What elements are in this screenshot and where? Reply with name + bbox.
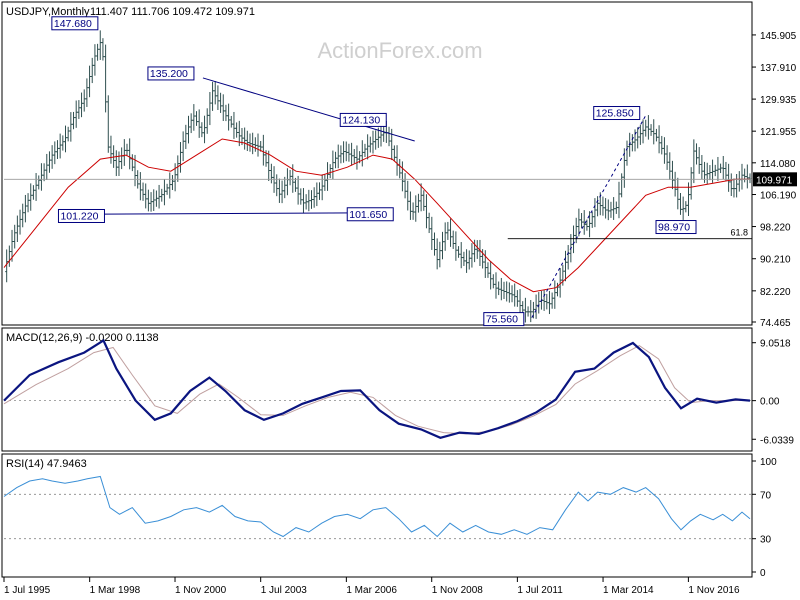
price-annotation-box — [339, 112, 387, 127]
x-axis-tick-label: 1 Mar 1998 — [90, 585, 141, 596]
macd-panel-frame — [1, 327, 753, 452]
price-annotation: 147.680 — [51, 16, 99, 31]
price-annotation-box — [483, 312, 525, 327]
price-annotation: 125.850 — [593, 106, 641, 121]
price-annotation-label: 98.970 — [658, 222, 690, 234]
price-annotation: 124.130 — [339, 112, 387, 127]
price-annotation-label: 147.680 — [54, 18, 92, 30]
price-panel: ActionForex.com USDJPY,Monthly 111.407 1… — [1, 1, 797, 329]
x-axis: 1 Jul 1995 1 Mar 1998 1 Nov 2000 1 Jul 2003… — [3, 577, 740, 596]
price-y-tick-label: 90.210 — [760, 255, 791, 266]
watermark: ActionForex.com — [317, 38, 482, 63]
rsi-line — [3, 475, 751, 538]
x-axis-tick-label: 1 Nov 2016 — [688, 585, 740, 596]
price-annotation-label: 125.850 — [596, 108, 634, 120]
price-annotation: 101.650 — [346, 207, 394, 222]
price-annotation: 75.560 — [483, 312, 525, 327]
price-annotation: 135.200 — [147, 66, 195, 81]
rsi-y-tick-label: 0 — [760, 568, 766, 579]
price-y-tick-label: 98.220 — [760, 223, 791, 234]
macd-y-tick-label: 9.0518 — [760, 339, 791, 350]
x-axis-tick-label: 1 Jul 2003 — [261, 585, 308, 596]
rsi-label: RSI(14) 47.9463 — [6, 458, 87, 470]
price-y-tick-label: 82.220 — [760, 287, 791, 298]
price-annotation-box — [593, 106, 641, 121]
price-annotation-label: 135.200 — [150, 68, 188, 80]
x-axis-tick-label: 1 Nov 2008 — [432, 585, 484, 596]
current-price-label: 109.971 — [756, 175, 793, 186]
x-axis-tick-label: 1 Mar 2014 — [603, 585, 654, 596]
price-annotation: 98.970 — [655, 220, 697, 235]
rsi-y-tick-label: 70 — [760, 490, 772, 501]
price-annotation-label: 101.220 — [60, 210, 98, 222]
x-axis-tick-label: 1 Jul 1995 — [4, 585, 51, 596]
x-axis-tick-label: 1 Jul 2011 — [517, 585, 563, 596]
x-axis-tick-label: 1 Nov 2000 — [175, 585, 227, 596]
moving-average-line — [3, 138, 750, 293]
macd-y-tick-label: 0.00 — [760, 397, 780, 408]
macd-y-tick-label: -6.0339 — [760, 435, 794, 446]
price-y-tick-label: 106.190 — [760, 191, 797, 202]
trendline — [202, 77, 415, 142]
x-axis-tick-label: 1 Mar 2006 — [346, 585, 397, 596]
macd-label: MACD(12,26,9) -0.0200 0.1138 — [6, 332, 159, 344]
price-annotation-box — [655, 220, 697, 235]
rsi-y-tick-label: 100 — [760, 457, 777, 468]
price-annotation-box — [51, 16, 99, 31]
price-annotation-label: 101.650 — [349, 209, 387, 221]
rsi-y-tick-label: 30 — [760, 535, 772, 546]
trendline — [531, 115, 647, 318]
macd-panel: MACD(12,26,9) -0.0200 0.1138 9.0518 0.00 -… — [1, 327, 794, 452]
price-y-tick-label: 114.080 — [760, 159, 796, 170]
macd-line — [3, 338, 751, 439]
current-price-box — [753, 172, 797, 187]
price-annotation-label: 75.560 — [486, 314, 518, 326]
price-annotation-box — [147, 66, 195, 81]
fib-level-label: 61.8 — [730, 228, 748, 238]
trendline — [103, 212, 393, 215]
price-annotation-label: 124.130 — [342, 114, 380, 126]
price-annotation-box — [57, 208, 105, 223]
price-annotation-box — [346, 207, 394, 222]
ohlc-values: 111.407 111.706 109.472 109.971 — [90, 6, 255, 18]
price-y-tick-label: 137.910 — [760, 63, 797, 74]
price-y-tick-label: 74.465 — [760, 318, 791, 329]
price-y-tick-label: 121.955 — [760, 127, 797, 138]
price-y-tick-label: 129.935 — [760, 95, 797, 106]
symbol-label: USDJPY,Monthly — [6, 6, 90, 18]
price-y-tick-label: 145.905 — [760, 31, 797, 42]
rsi-panel: RSI(14) 47.9463 100 70 30 0 — [1, 453, 777, 579]
price-annotation: 101.220 — [57, 208, 105, 223]
rsi-panel-frame — [1, 453, 753, 578]
macd-signal-line — [3, 345, 751, 435]
